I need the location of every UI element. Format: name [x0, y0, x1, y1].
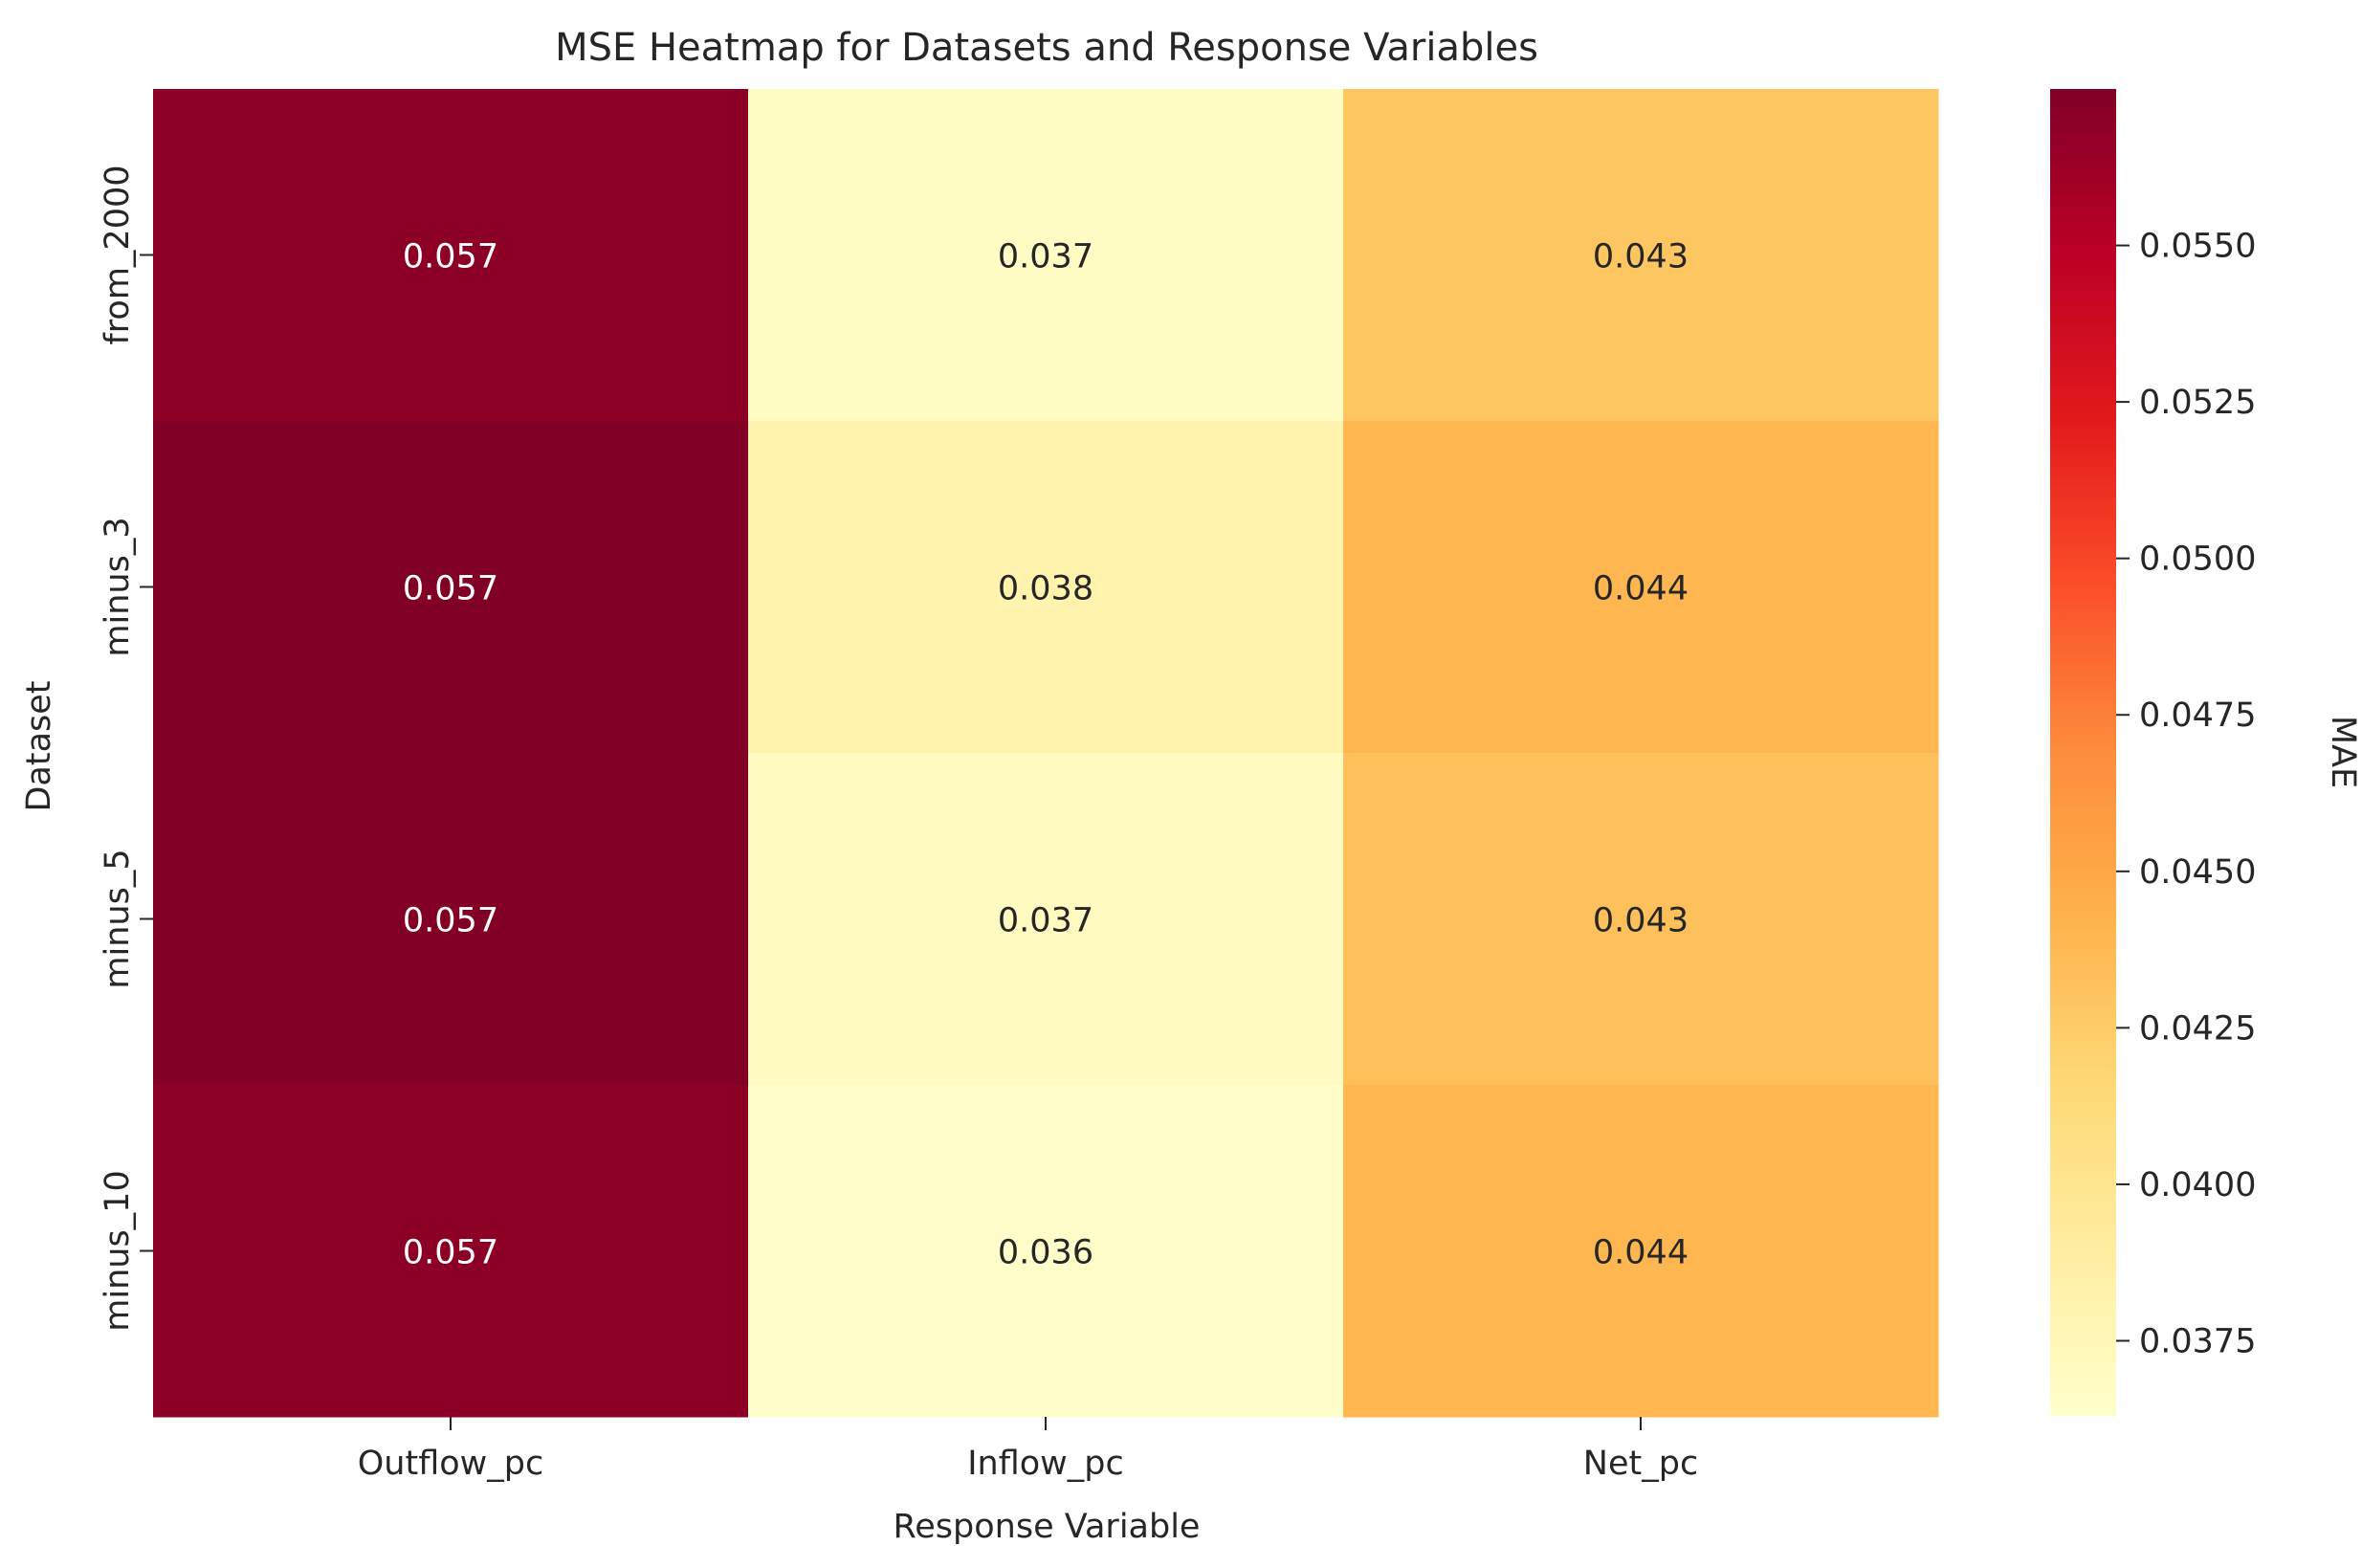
heatmap-cell — [1343, 753, 1939, 1086]
x-tick-label: Inflow_pc — [967, 1445, 1124, 1483]
y-tick-label: minus_5 — [99, 849, 137, 988]
x-tick-label: Net_pc — [1583, 1445, 1698, 1483]
cell-value-label: 0.043 — [1593, 238, 1689, 276]
heatmap-cell — [153, 89, 749, 422]
colorbar — [2050, 89, 2116, 1416]
cell-value-label: 0.057 — [403, 1234, 498, 1272]
heatmap-cell — [748, 1085, 1344, 1418]
heatmap-cell — [153, 1085, 749, 1418]
colorbar-label: MAE — [2324, 716, 2362, 788]
x-tick-label: Outflow_pc — [358, 1445, 544, 1483]
heatmap-cell — [1343, 89, 1939, 422]
heatmap-cell — [748, 421, 1344, 754]
chart-title: MSE Heatmap for Datasets and Response Va… — [555, 26, 1538, 70]
cell-value-label: 0.043 — [1593, 902, 1689, 940]
cell-value-label: 0.057 — [403, 902, 498, 940]
heatmap-cell — [748, 753, 1344, 1086]
heatmap-cell — [1343, 421, 1939, 754]
y-tick-label: minus_3 — [99, 517, 137, 656]
heatmap-cell — [153, 421, 749, 754]
heatmap-cells — [153, 89, 1939, 1418]
cell-value-label: 0.037 — [998, 902, 1093, 940]
colorbar-ticks: 0.0375 0.0400 0.0425 0.0450 0.0475 0.0500 0.05… — [2116, 228, 2256, 1360]
x-axis-ticks: Outflow_pc Inflow_pc Net_pc — [358, 1417, 1698, 1483]
colorbar-tick-label: 0.0500 — [2139, 541, 2256, 579]
y-axis-label: Dataset — [20, 680, 58, 811]
cell-value-label: 0.037 — [998, 238, 1093, 276]
x-axis-label: Response Variable — [894, 1508, 1201, 1546]
cell-value-label: 0.036 — [998, 1234, 1093, 1272]
y-tick-label: from_2000 — [99, 165, 137, 344]
heatmap-cell — [153, 753, 749, 1086]
cell-value-label: 0.057 — [403, 570, 498, 608]
colorbar-tick-label: 0.0400 — [2139, 1166, 2256, 1204]
cell-annotations: 0.057 0.037 0.043 0.057 0.038 0.044 0.057 0.037… — [403, 238, 1689, 1272]
colorbar-tick-label: 0.0450 — [2139, 853, 2256, 892]
y-axis-ticks: from_2000 minus_3 minus_5 minus_10 — [99, 165, 153, 1332]
colorbar-tick-label: 0.0375 — [2139, 1322, 2256, 1360]
colorbar-tick-label: 0.0550 — [2139, 228, 2256, 266]
cell-value-label: 0.038 — [998, 570, 1093, 608]
cell-value-label: 0.044 — [1593, 1234, 1689, 1272]
heatmap-cell — [1343, 1085, 1939, 1418]
y-tick-label: minus_10 — [99, 1170, 137, 1331]
colorbar-tick-label: 0.0475 — [2139, 696, 2256, 735]
cell-value-label: 0.044 — [1593, 570, 1689, 608]
colorbar-tick-label: 0.0425 — [2139, 1009, 2256, 1048]
heatmap-cell — [748, 89, 1344, 422]
colorbar-tick-label: 0.0525 — [2139, 384, 2256, 422]
cell-value-label: 0.057 — [403, 238, 498, 276]
